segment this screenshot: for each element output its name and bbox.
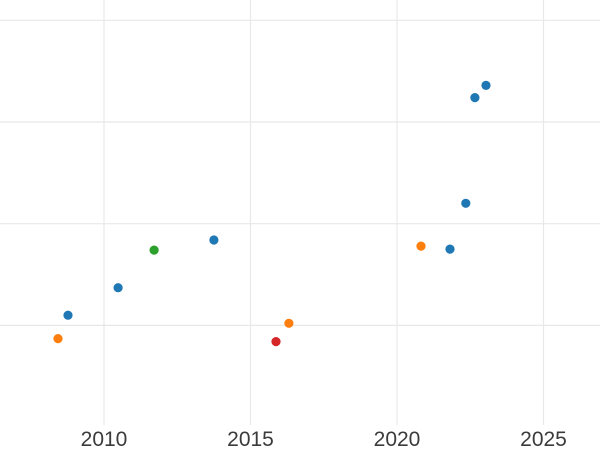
data-point — [149, 245, 159, 255]
data-point — [284, 318, 294, 328]
data-point — [481, 80, 491, 90]
x-axis-tick-labels: 2010 2015 2020 2025 — [81, 428, 567, 450]
data-point — [53, 334, 63, 344]
data-point — [416, 241, 426, 251]
data-point — [271, 337, 281, 347]
data-point — [470, 93, 480, 103]
data-point — [461, 198, 471, 208]
data-point — [113, 283, 123, 293]
data-point — [209, 235, 219, 245]
gridline-group — [0, 0, 600, 425]
data-point — [63, 310, 73, 320]
x-tick-label: 2015 — [227, 428, 274, 450]
data-point-group — [53, 80, 491, 347]
x-tick-label: 2010 — [81, 428, 128, 450]
x-tick-label: 2025 — [520, 428, 567, 450]
data-point — [445, 244, 455, 254]
x-tick-label: 2020 — [374, 428, 421, 450]
